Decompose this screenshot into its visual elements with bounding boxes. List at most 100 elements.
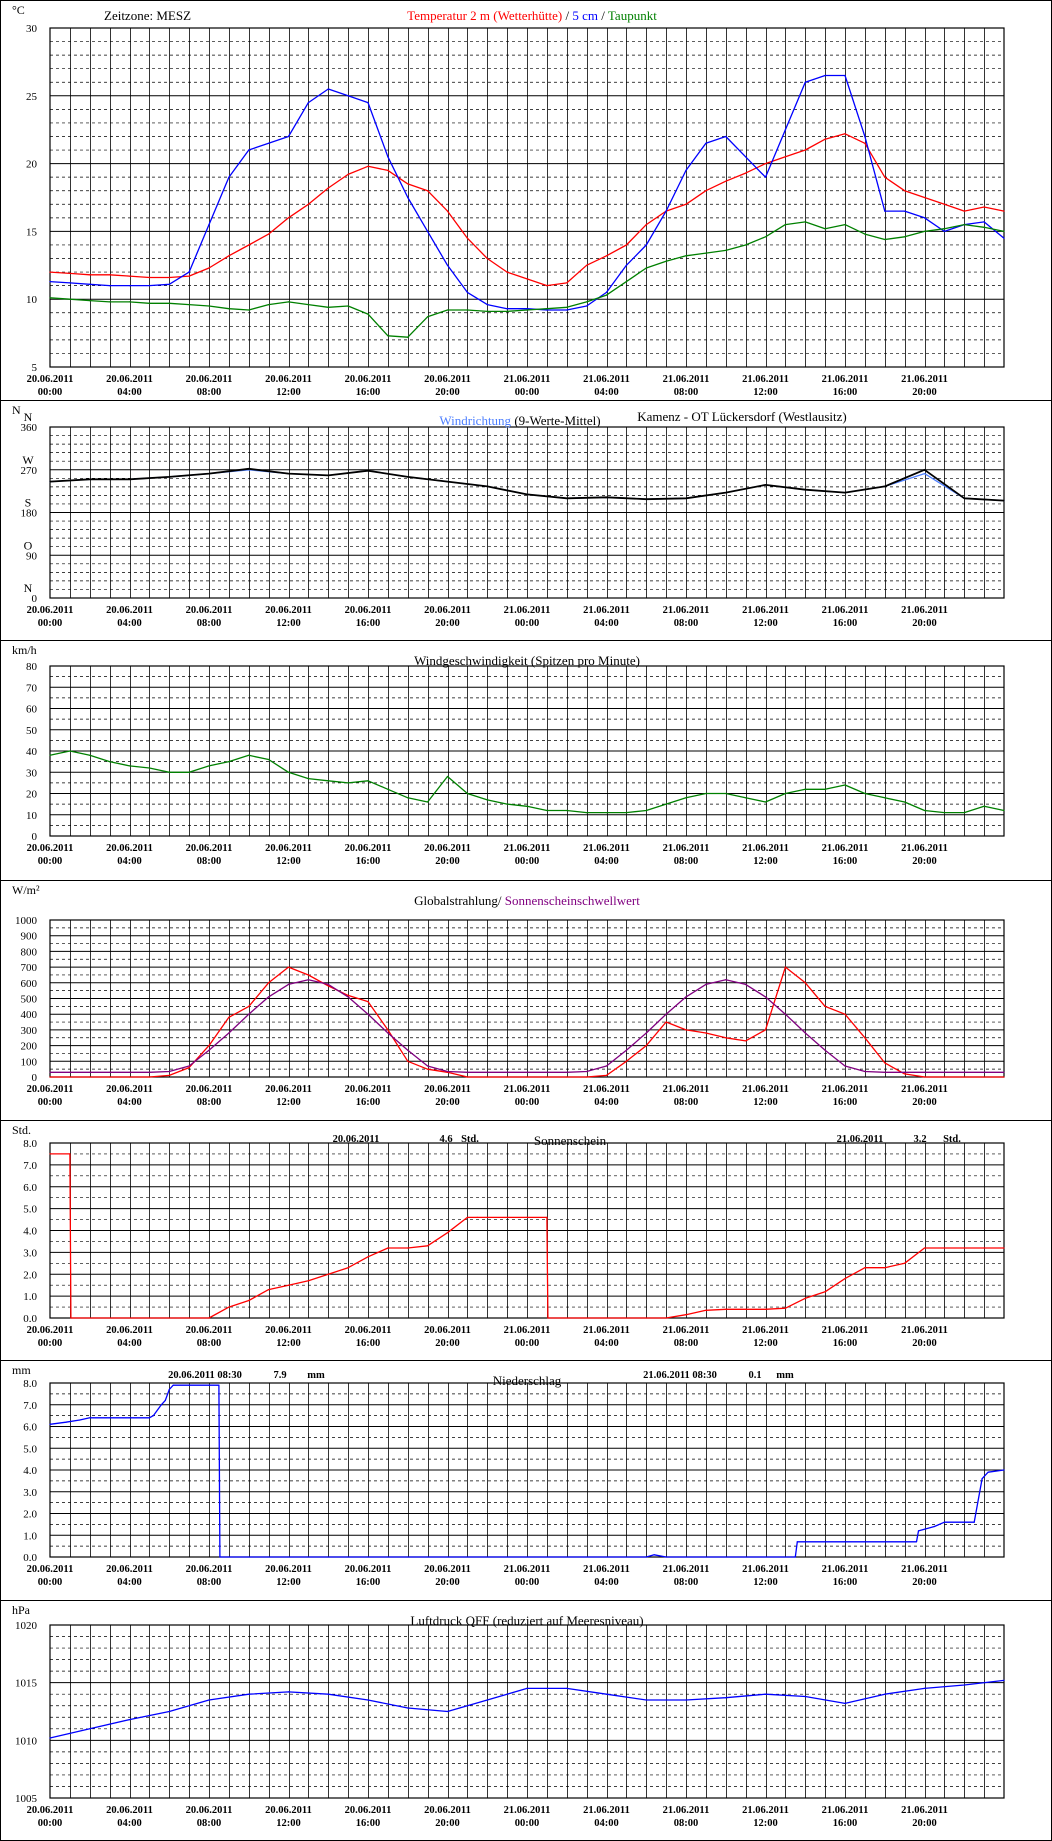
data-point [347,782,349,784]
data-point [665,210,667,212]
x-tick-time: 08:00 [197,1577,222,1588]
data-point [89,300,91,302]
data-point [963,1684,965,1686]
data-point [665,803,667,805]
data-point [526,308,528,310]
data-point [446,1710,449,1713]
data-point [89,283,91,285]
y-tick-label: 900 [21,931,38,943]
y-tick-label: 500 [21,994,38,1006]
x-tick-time: 08:00 [674,1097,699,1108]
chart-panel-3: 0 10 20 30 40 50 60 70 80 km/h 20.06.2011 00:00 20.0… [0,640,1052,867]
data-point [287,1691,290,1693]
annotation-value: 0.1 [748,1370,761,1381]
plot-border [49,426,1005,599]
data-point [764,163,767,165]
data-point [172,1384,174,1386]
data-point [705,1309,707,1311]
data-point [526,1076,528,1078]
x-tick-date: 20.06.2011 [27,843,74,854]
data-point [923,196,926,199]
data-point [685,996,687,998]
data-point [148,276,150,279]
x-tick-time: 20:00 [912,1818,937,1829]
data-point [1003,237,1005,239]
data-point [705,792,707,795]
data-point [387,156,389,158]
data-point [152,1415,154,1417]
data-point [804,1695,806,1698]
x-tick-date: 21.06.2011 [901,374,948,385]
y-tick-label: 30 [26,23,38,35]
data-point [367,780,369,782]
x-tick-date: 21.06.2011 [504,843,551,854]
y-tick-label: 4.0 [23,1465,37,1477]
data-point [943,203,946,205]
data-point [287,301,290,303]
y-tick-label: 8.0 [23,1378,37,1390]
data-point [844,1278,846,1280]
plot-border [49,1624,1005,1799]
data-point [605,1693,608,1695]
data-point [446,775,449,778]
data-point [725,979,727,981]
plot-area [50,28,1004,367]
data-point [109,1417,111,1419]
data-point [1003,1071,1005,1073]
data-point [208,1317,210,1319]
data-point [268,758,270,761]
data-point [784,966,787,968]
x-tick-time: 12:00 [276,1338,301,1349]
data-point [824,74,826,77]
y-tick-label: 360 [21,422,38,434]
x-tick-time: 20:00 [435,618,460,629]
data-point [904,190,906,192]
data-point [407,183,409,185]
x-tick-time: 12:00 [276,1818,301,1829]
y-tick-label: 7.0 [23,1160,37,1172]
data-point [605,255,608,257]
data-point [963,224,965,226]
data-point [407,1060,409,1062]
data-point [546,285,548,287]
x-tick-date: 21.06.2011 [504,1325,551,1336]
data-point [347,996,349,998]
data-point [307,1280,309,1282]
x-tick-date: 21.06.2011 [663,843,710,854]
data-point [49,754,51,756]
data-point [526,1071,528,1073]
x-tick-date: 20.06.2011 [106,843,153,854]
data-point [248,244,250,246]
data-point [923,230,926,232]
data-point [128,275,131,277]
data-point [904,210,906,212]
data-point [923,1247,926,1249]
data-point [844,784,846,786]
chart-panel-6: 0.01.02.03.04.05.06.07.08.0mm20.06.20110… [0,1360,1052,1588]
chart-title-part: Luftdruck QFF (reduziert auf Meeresnivea… [410,1613,643,1628]
x-tick-time: 04:00 [117,1577,142,1588]
data-point [248,1013,250,1015]
data-point [427,190,429,192]
data-point [307,102,309,104]
x-tick-time: 12:00 [753,1818,778,1829]
data-point [645,498,647,500]
y-tick-label: 700 [21,962,38,974]
data-point [216,1384,218,1386]
data-point [943,1521,946,1523]
data-point [705,190,707,192]
data-point [804,221,806,223]
data-point [506,310,508,312]
data-point [327,306,329,308]
x-tick-date: 20.06.2011 [186,605,233,616]
x-tick-time: 20:00 [912,1577,937,1588]
x-tick-date: 20.06.2011 [186,1325,233,1336]
data-point [148,767,150,769]
annotation-unit: Std. [943,1134,961,1145]
x-tick-time: 12:00 [276,387,301,398]
data-point [546,1076,548,1078]
data-point [844,224,846,226]
y-unit-label: hPa [12,1603,31,1617]
y-tick-label: 180 [21,508,38,520]
data-point [327,985,329,987]
